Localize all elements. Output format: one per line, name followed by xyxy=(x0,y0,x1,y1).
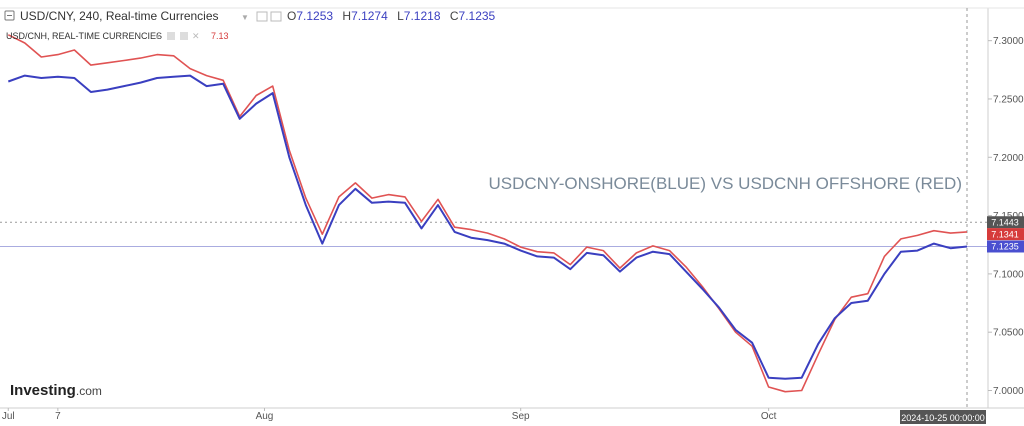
legend-sub[interactable]: USD/CNH, REAL-TIME CURRENCIES ▼ ✕ 7.13 xyxy=(6,31,229,41)
svg-text:Investing.com: Investing.com xyxy=(10,382,102,399)
crosshair-time-label: 2024-10-25 00:00:00 xyxy=(900,410,986,424)
y-tick-label: 7.0500 xyxy=(993,328,1024,339)
x-tick-label: Aug xyxy=(256,411,274,422)
annotation-label: USDCNY-ONSHORE(BLUE) VS USDCNH OFFSHORE … xyxy=(488,174,962,193)
eye-icon[interactable] xyxy=(167,32,175,40)
settings-icon[interactable] xyxy=(180,32,188,40)
close-icon[interactable]: ✕ xyxy=(192,31,200,41)
svg-text:7.1235: 7.1235 xyxy=(991,242,1019,252)
x-tick-label: 7 xyxy=(55,411,61,422)
symbol-title: USD/CNY, 240, Real-time Currencies xyxy=(20,9,219,23)
svg-text:7.1341: 7.1341 xyxy=(991,229,1019,239)
sub-symbol-title: USD/CNH, REAL-TIME CURRENCIES xyxy=(6,31,162,41)
series-line-usdcny xyxy=(7,74,968,380)
y-tick-label: 7.1000 xyxy=(993,269,1024,280)
y-tick-label: 7.0000 xyxy=(993,386,1024,397)
brand-logo: Investing.com xyxy=(10,382,102,399)
x-tick-label: Oct xyxy=(761,411,777,422)
series-lines xyxy=(7,34,968,393)
price-label-red: 7.1341 xyxy=(987,228,1024,241)
time-axis[interactable]: Jul 7 Aug Sep Oct xyxy=(2,408,777,422)
y-tick-label: 7.2000 xyxy=(993,153,1024,164)
collapse-icon[interactable] xyxy=(4,10,15,21)
chevron-down-icon[interactable]: ▼ xyxy=(154,34,161,41)
price-label-blue: 7.1235 xyxy=(987,240,1024,253)
series-line-usdcnh xyxy=(7,34,968,393)
x-tick-label: Jul xyxy=(2,411,15,422)
y-tick-label: 7.2500 xyxy=(993,94,1024,105)
x-tick-label: Sep xyxy=(512,411,530,422)
sub-symbol-value: 7.13 xyxy=(211,31,229,41)
svg-text:O7.1253 H7.1274 L7: O7.1253 H7.1274 L7.1218 C7.1235 xyxy=(287,9,496,23)
eye-icon[interactable] xyxy=(256,11,268,22)
settings-icon[interactable] xyxy=(270,11,282,22)
legend-main[interactable]: USD/CNY, 240, Real-time Currencies ▼ O7.… xyxy=(4,9,496,23)
svg-text:7.1443: 7.1443 xyxy=(991,217,1019,227)
chevron-down-icon[interactable]: ▼ xyxy=(241,13,249,22)
y-tick-label: 7.3000 xyxy=(993,36,1024,47)
svg-text:2024-10-25 00:00:00: 2024-10-25 00:00:00 xyxy=(901,413,985,423)
price-label-top: 7.1443 xyxy=(987,216,1024,229)
